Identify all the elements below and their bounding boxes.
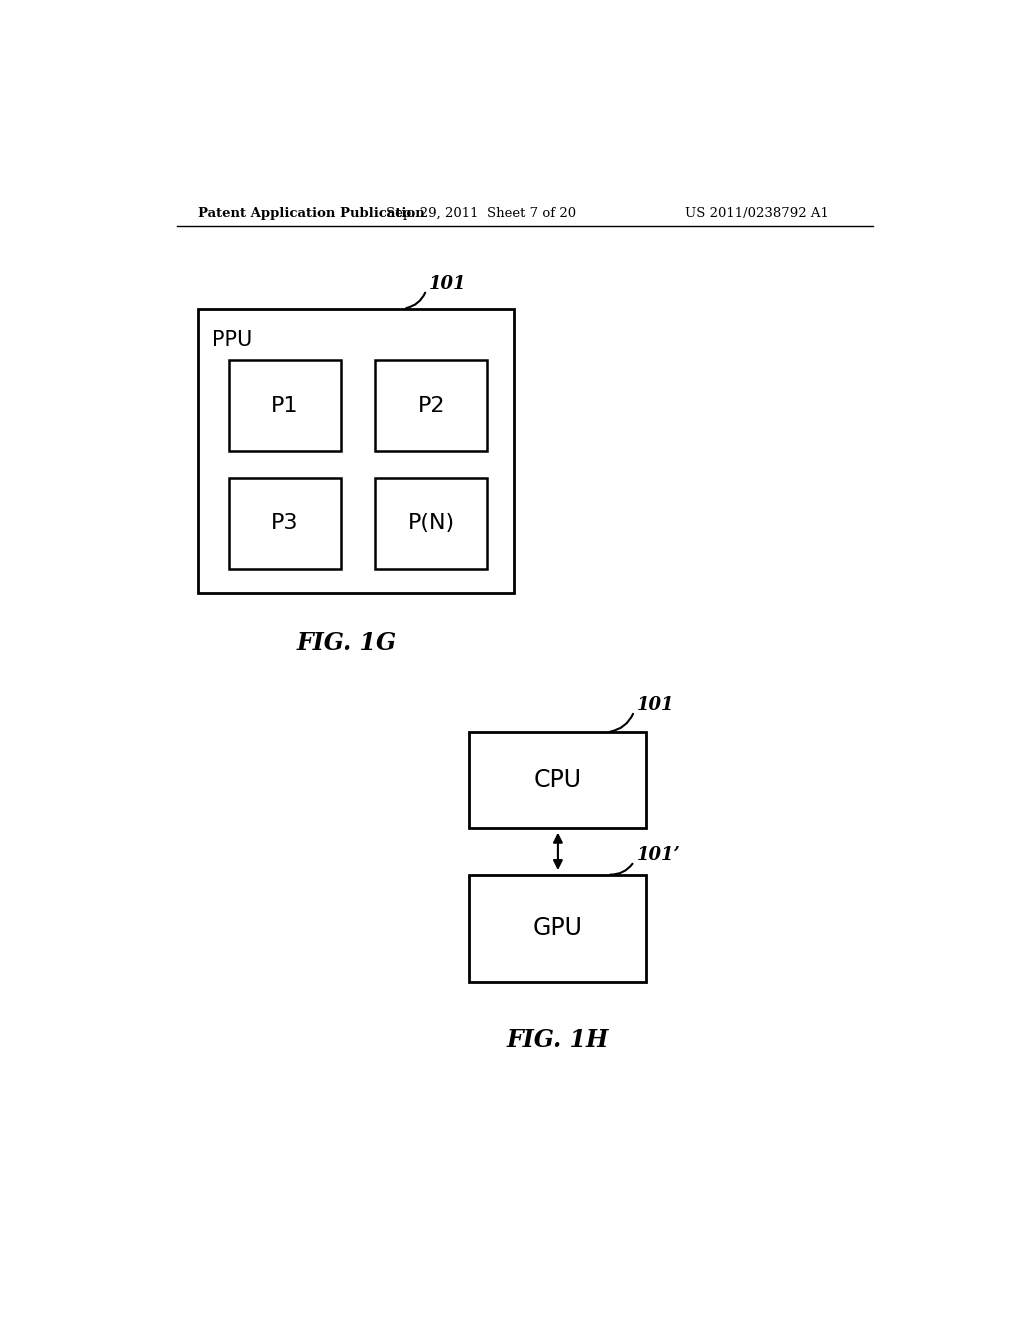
Text: P3: P3: [271, 513, 299, 533]
Bar: [469, 733, 646, 829]
Text: 101: 101: [637, 696, 675, 714]
Bar: [469, 874, 646, 982]
Text: P(N): P(N): [408, 513, 455, 533]
Text: 101: 101: [429, 275, 467, 293]
Text: US 2011/0238792 A1: US 2011/0238792 A1: [685, 207, 828, 220]
Bar: [229, 478, 341, 569]
Bar: [376, 360, 487, 451]
Text: Sep. 29, 2011  Sheet 7 of 20: Sep. 29, 2011 Sheet 7 of 20: [386, 207, 575, 220]
Bar: [229, 360, 341, 451]
Bar: [199, 309, 514, 594]
Text: P2: P2: [418, 396, 445, 416]
Bar: [376, 478, 487, 569]
Text: Patent Application Publication: Patent Application Publication: [199, 207, 425, 220]
Text: CPU: CPU: [534, 768, 582, 792]
Text: GPU: GPU: [532, 916, 583, 940]
Text: PPU: PPU: [212, 330, 253, 350]
Text: FIG. 1G: FIG. 1G: [296, 631, 396, 656]
Text: P1: P1: [271, 396, 299, 416]
Text: 101’: 101’: [637, 846, 681, 865]
Text: FIG. 1H: FIG. 1H: [507, 1028, 609, 1052]
